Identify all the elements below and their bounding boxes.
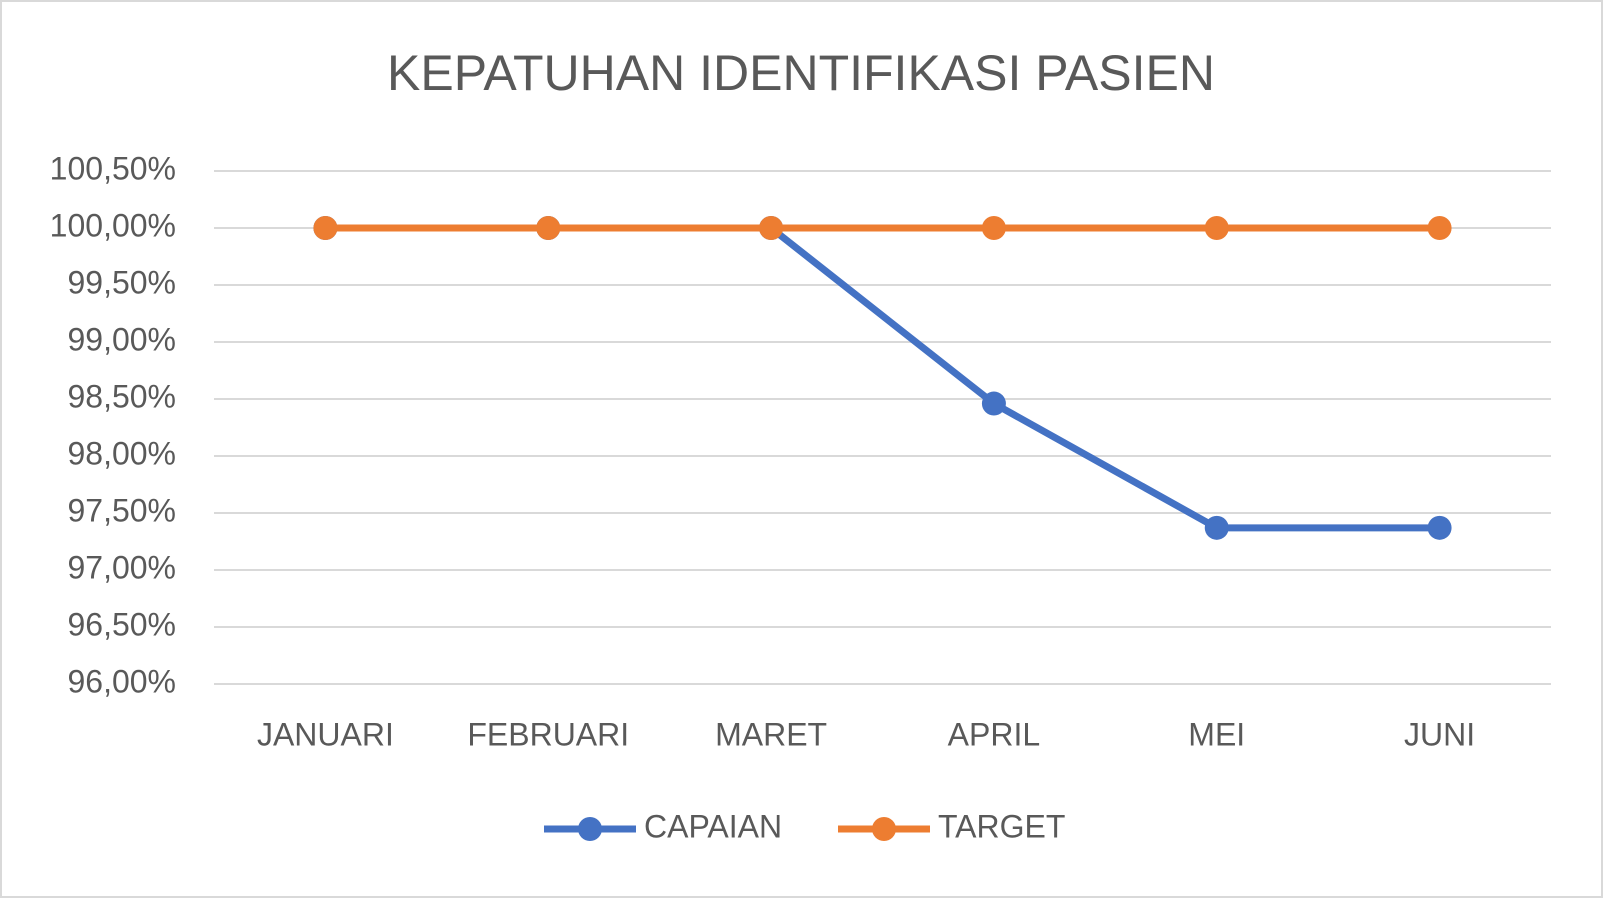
data-point: [1427, 515, 1452, 540]
x-tick-label: JUNI: [1404, 716, 1475, 752]
data-point: [981, 216, 1006, 240]
x-tick-label: MEI: [1188, 716, 1245, 752]
legend-marker: [872, 817, 896, 841]
x-tick-label: APRIL: [948, 716, 1040, 752]
legend-marker: [578, 817, 602, 841]
x-tick-label: FEBRUARI: [467, 716, 629, 752]
y-tick-label: 100,00%: [50, 207, 176, 243]
y-tick-label: 98,00%: [67, 435, 176, 471]
y-tick-label: 96,50%: [67, 606, 176, 642]
y-tick-label: 99,50%: [67, 264, 176, 300]
chart-title: KEPATUHAN IDENTIFIKASI PASIEN: [387, 45, 1215, 101]
x-tick-label: JANUARI: [257, 716, 394, 752]
y-tick-label: 96,00%: [67, 663, 176, 699]
data-point: [536, 216, 561, 240]
data-point: [1204, 216, 1229, 240]
y-tick-label: 97,50%: [67, 492, 176, 528]
y-tick-label: 98,50%: [67, 378, 176, 414]
y-tick-label: 97,00%: [67, 549, 176, 585]
y-tick-label: 99,00%: [67, 321, 176, 357]
legend-label: TARGET: [938, 808, 1065, 844]
legend-label: CAPAIAN: [644, 808, 782, 844]
data-point: [759, 216, 784, 240]
data-point: [1427, 216, 1452, 240]
y-tick-label: 100,50%: [50, 150, 176, 186]
data-point: [1204, 515, 1229, 540]
x-tick-label: MARET: [715, 716, 827, 752]
data-point: [981, 391, 1006, 416]
data-point: [313, 216, 338, 240]
